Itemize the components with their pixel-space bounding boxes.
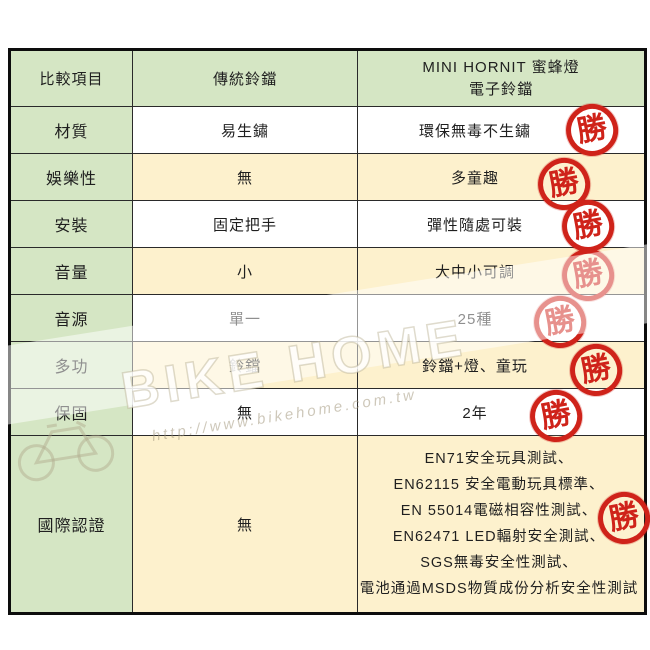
hornit-value: 25種 [457,310,493,328]
row-item-label: 材質 [11,107,133,154]
table-row: 多功 鈴鐺 鈴鐺+燈、童玩 勝 [11,338,644,402]
win-stamp-character: 勝 [538,396,574,435]
hornit-value: 2年 [462,404,488,422]
win-stamp: 勝 [560,98,624,162]
table-header-row: 比較項目 傳統鈴鐺 MINI HORNIT 蜜蜂燈 電子鈴鐺 [11,51,644,107]
win-stamp-character: 勝 [574,110,610,149]
row-item-label: 娛樂性 [11,154,133,201]
hornit-value: 多童趣 [450,169,499,187]
win-stamp-character: 勝 [606,498,642,537]
win-stamp-character: 勝 [542,302,578,341]
hornit-value: 環保無毒不生鏽 [418,122,531,140]
win-stamp-character: 勝 [578,350,614,389]
comparison-table: 比較項目 傳統鈴鐺 MINI HORNIT 蜜蜂燈 電子鈴鐺 材質 易生鏽 環保… [8,48,650,615]
row-item-label: 音量 [11,248,133,295]
traditional-value: 無 [133,436,358,612]
hornit-value-cell: 鈴鐺+燈、童玩 勝 [358,338,644,402]
header-mini-hornit: MINI HORNIT 蜜蜂燈 電子鈴鐺 [358,51,644,107]
traditional-value: 易生鏽 [133,107,358,154]
win-stamp-character: 勝 [546,164,582,203]
row-item-label: 音源 [11,295,133,342]
header-mini-hornit-line2: 電子鈴鐺 [468,80,533,98]
row-item-label: 多功 [11,342,133,389]
traditional-value: 無 [133,389,358,436]
hornit-value-cell: 大中小可調 勝 [358,243,644,307]
traditional-value: 單一 [133,295,358,342]
header-traditional-bell: 傳統鈴鐺 [133,51,358,107]
row-item-label: 保固 [11,389,133,436]
row-item-label: 國際認證 [11,436,133,612]
hornit-value-cell: 彈性隨處可裝 勝 [358,194,644,258]
table-row: 音量 小 大中小可調 勝 [11,243,644,307]
hornit-value-cell: 多童趣 勝 [358,152,644,216]
table-body: 材質 易生鏽 環保無毒不生鏽 勝 娛樂性 無 多童趣 勝 安裝 固定把手 彈性隨… [11,98,650,612]
traditional-value: 鈴鐺 [133,342,358,389]
hornit-value-cell: 環保無毒不生鏽 勝 [358,98,644,162]
hornit-value-cell: EN71安全玩具測試、 EN62115 安全電動玩具標準、 EN 55014電磁… [358,436,650,612]
traditional-value: 固定把手 [133,201,358,248]
win-stamp-character: 勝 [570,255,606,294]
hornit-value: EN71安全玩具測試、 EN62115 安全電動玩具標準、 EN 55014電磁… [359,451,639,597]
hornit-value-cell: 25種 勝 [358,290,644,354]
header-mini-hornit-line1: MINI HORNIT 蜜蜂燈 [422,58,580,76]
hornit-value: 彈性隨處可裝 [426,216,523,234]
hornit-value: 鈴鐺+燈、童玩 [422,357,528,375]
table-row: 娛樂性 無 多童趣 勝 [11,152,644,216]
traditional-value: 無 [133,154,358,201]
win-stamp-character: 勝 [570,206,606,245]
table-row: 保固 無 2年 勝 [11,384,644,448]
table-row: 材質 易生鏽 環保無毒不生鏽 勝 [11,98,644,162]
hornit-value: 大中小可調 [434,263,515,281]
table-row: 音源 單一 25種 勝 [11,290,644,354]
table-row: 國際認證 無 EN71安全玩具測試、 EN62115 安全電動玩具標準、 EN … [11,436,650,612]
traditional-value: 小 [133,248,358,295]
hornit-value-cell: 2年 勝 [358,384,644,448]
header-compare-item: 比較項目 [11,51,133,107]
table-row: 安裝 固定把手 彈性隨處可裝 勝 [11,194,644,258]
row-item-label: 安裝 [11,201,133,248]
